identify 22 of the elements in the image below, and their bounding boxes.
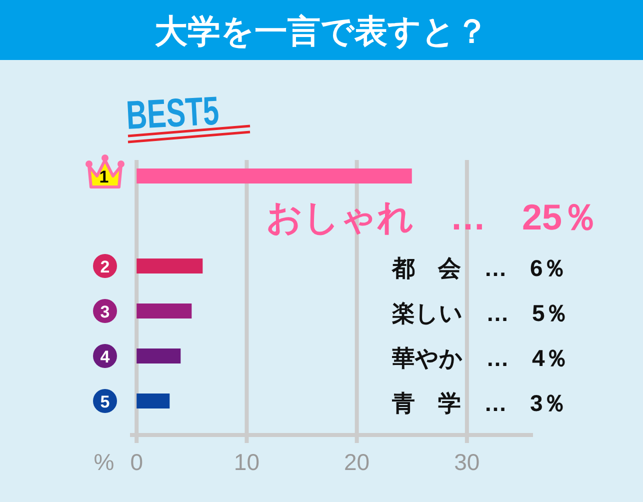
- annotation: 楽しい … 5％: [391, 300, 568, 326]
- y-tick-label: 5: [100, 392, 110, 412]
- x-tick-label: 10: [234, 449, 260, 475]
- y-tick-label: 3: [100, 302, 110, 322]
- y-tick-label: 2: [100, 258, 110, 276]
- bar: [136, 258, 203, 274]
- x-tick-label: 20: [344, 449, 370, 475]
- y-tick-label: 4: [100, 348, 110, 366]
- x-tick-label: 0: [130, 449, 144, 475]
- annotation: 都 会 … 6％: [391, 255, 566, 281]
- annotation: おしゃれ … 25％: [266, 196, 598, 238]
- chart-subtitle: BEST5: [125, 88, 220, 138]
- bar: [136, 168, 412, 184]
- bar: [136, 304, 192, 318]
- bar: [136, 348, 181, 364]
- bar: [136, 394, 170, 408]
- annotation: 華やか … 4％: [391, 345, 568, 371]
- annotation: 青 学 … 3％: [391, 390, 566, 416]
- y-tick-label: 1: [99, 168, 109, 186]
- x-axis-title: %: [94, 449, 114, 475]
- x-tick-label: 30: [454, 449, 480, 475]
- chart-title: 大学を一言で表すと？: [154, 12, 488, 50]
